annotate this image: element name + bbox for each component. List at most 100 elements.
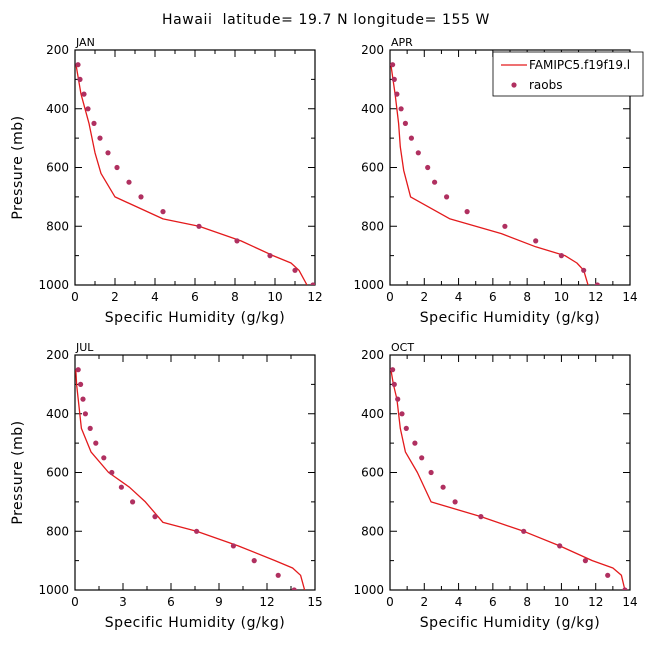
data-layer (390, 367, 628, 590)
raobs-point (390, 62, 396, 68)
raobs-point (97, 135, 103, 141)
raobs-point (267, 253, 273, 259)
raobs-point (130, 499, 136, 505)
panel-label: OCT (391, 341, 414, 354)
raobs-point (605, 572, 611, 578)
y-tick-label: 1000 (353, 583, 384, 597)
raobs-point (452, 499, 458, 505)
x-tick-label: 2 (420, 595, 428, 609)
y-tick-label: 400 (46, 407, 69, 421)
raobs-point (93, 440, 99, 446)
raobs-point (126, 179, 132, 185)
x-tick-label: 4 (455, 595, 463, 609)
raobs-point (78, 381, 84, 387)
raobs-point (391, 76, 397, 82)
raobs-point (408, 135, 414, 141)
data-layer (390, 62, 600, 285)
x-axis-title: Specific Humidity (g/kg) (420, 310, 600, 326)
y-tick-label: 1000 (353, 278, 384, 292)
raobs-point (622, 587, 628, 590)
y-tick-label: 800 (361, 524, 384, 538)
y-tick-label: 600 (361, 161, 384, 175)
x-tick-label: 12 (307, 290, 322, 304)
raobs-point (80, 396, 86, 402)
raobs-point (594, 282, 600, 285)
raobs-point (581, 267, 587, 273)
raobs-point (77, 76, 83, 82)
y-tick-label: 600 (361, 466, 384, 480)
raobs-point (502, 223, 508, 229)
x-axis-title: Specific Humidity (g/kg) (420, 615, 600, 631)
y-tick-label: 800 (46, 524, 69, 538)
raobs-point (398, 106, 404, 112)
raobs-point (152, 514, 158, 520)
raobs-point (419, 455, 425, 461)
raobs-point (291, 587, 297, 590)
y-tick-label: 200 (46, 348, 69, 362)
x-tick-label: 10 (554, 290, 569, 304)
panel-label: APR (391, 36, 413, 49)
x-tick-label: 8 (231, 290, 239, 304)
raobs-point (432, 179, 438, 185)
raobs-point (521, 528, 527, 534)
y-tick-label: 400 (361, 407, 384, 421)
legend-box (492, 51, 644, 97)
raobs-point (275, 572, 281, 578)
raobs-point (114, 164, 120, 171)
x-tick-label: 0 (71, 290, 79, 304)
x-tick-label: 4 (151, 290, 159, 304)
y-tick-label: 200 (46, 43, 69, 57)
y-axis-title: Pressure (mb) (10, 420, 26, 524)
model-series-line (390, 64, 589, 285)
raobs-point (138, 194, 144, 200)
x-tick-label: 14 (622, 595, 637, 609)
x-tick-label: 15 (307, 595, 322, 609)
raobs-point (478, 514, 484, 520)
raobs-point (415, 150, 421, 156)
raobs-point (394, 91, 400, 97)
x-tick-label: 6 (191, 290, 199, 304)
y-tick-label: 200 (361, 348, 384, 362)
x-tick-label: 0 (71, 595, 79, 609)
x-tick-label: 10 (554, 595, 569, 609)
raobs-point (194, 528, 200, 534)
legend-marker-swatch (511, 82, 517, 88)
x-tick-label: 4 (455, 290, 463, 304)
raobs-point (196, 223, 202, 229)
legend: FAMIPC5.f19f19.l raobs (492, 51, 644, 97)
raobs-point (85, 106, 91, 112)
raobs-point (251, 558, 257, 564)
x-tick-label: 10 (267, 290, 282, 304)
x-tick-label: 14 (622, 290, 637, 304)
y-tick-label: 600 (46, 161, 69, 175)
raobs-point (391, 381, 397, 387)
x-axis-title: Specific Humidity (g/kg) (105, 615, 285, 631)
y-tick-label: 200 (361, 43, 384, 57)
raobs-point (464, 209, 470, 215)
x-tick-label: 0 (386, 290, 394, 304)
raobs-point (75, 62, 81, 68)
plot-frame (74, 49, 316, 286)
raobs-point (558, 253, 565, 259)
raobs-point (118, 484, 124, 490)
raobs-point (440, 484, 446, 490)
y-tick-label: 800 (361, 219, 384, 233)
raobs-point (395, 396, 401, 402)
x-tick-label: 6 (167, 595, 175, 609)
figure-title: Hawaii latitude= 19.7 N longitude= 155 W (162, 12, 490, 28)
x-tick-label: 12 (588, 290, 603, 304)
raobs-point (582, 558, 589, 564)
panel-jan: JAN 0 2 4 6 8 10 12 200 400 600 800 1000 Specific Hum… (10, 36, 323, 326)
raobs-point (390, 367, 396, 373)
x-tick-label: 6 (489, 290, 497, 304)
raobs-point (101, 455, 107, 461)
panel-apr: APR 0 2 4 6 8 10 12 14 200 400 600 800 1000 Specific H… (353, 36, 637, 326)
x-axis-title: Specific Humidity (g/kg) (105, 310, 285, 326)
x-tick-label: 12 (259, 595, 274, 609)
raobs-point (81, 91, 87, 97)
x-tick-label: 6 (489, 595, 497, 609)
legend-label-model: FAMIPC5.f19f19.l (529, 58, 630, 72)
raobs-point (425, 164, 431, 171)
x-tick-label: 9 (215, 595, 223, 609)
raobs-point (557, 543, 563, 549)
